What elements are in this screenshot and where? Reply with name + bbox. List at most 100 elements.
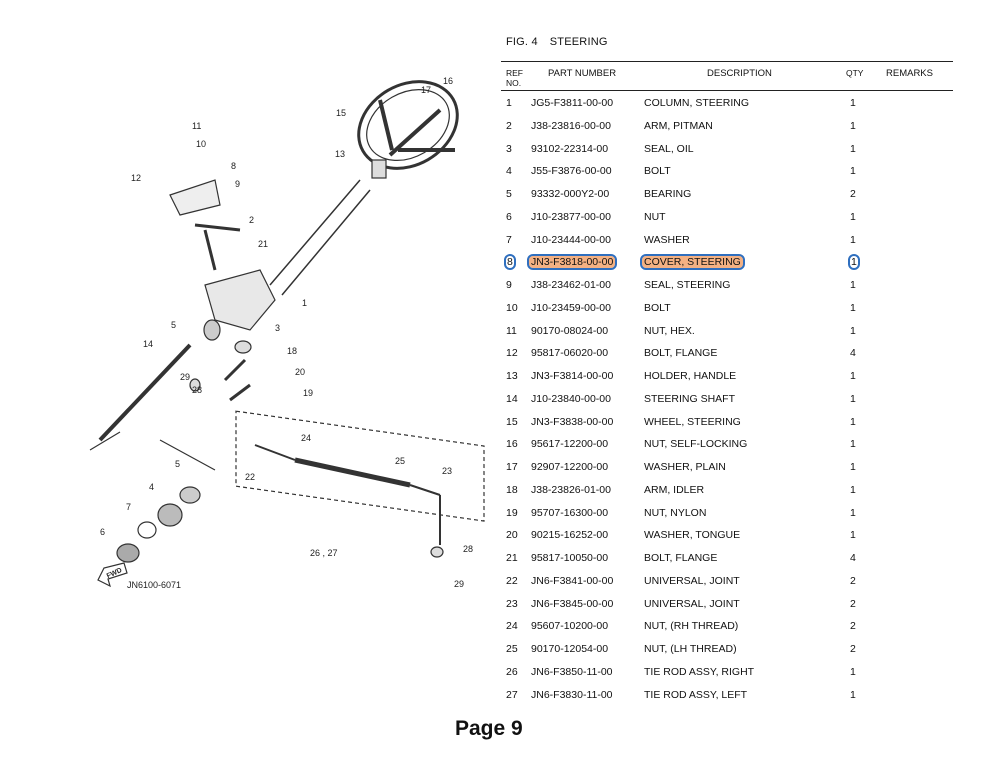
ref-cell: 7 <box>506 233 512 246</box>
qty-cell: 1 <box>850 97 856 109</box>
table-row: 12 95817-06020-00 BOLT, FLANGE 4 <box>0 347 1003 367</box>
steering-shaft <box>98 343 192 442</box>
part-number-cell: J38-23816-00-00 <box>531 119 611 132</box>
table-row: 4 J55-F3876-00-00 BOLT 1 <box>0 165 1003 185</box>
description-cell: ARM, IDLER <box>644 483 705 496</box>
table-row: 15 JN3-F3838-00-00 WHEEL, STEERING 1 <box>0 416 1003 436</box>
ref-cell: 14 <box>506 392 518 405</box>
part-number-cell: 90215-16252-00 <box>531 529 609 542</box>
qty-cell: 1 <box>850 688 856 701</box>
description-cell: BOLT <box>644 165 671 178</box>
part-number-cell: JN6-F3850-11-00 <box>531 665 613 678</box>
callout-label: 3 <box>275 323 280 333</box>
description-cell: NUT <box>644 210 666 223</box>
ref-cell: 20 <box>506 529 518 542</box>
table-row: 6 J10-23877-00-00 NUT 1 <box>0 211 1003 231</box>
ref-cell: 15 <box>506 415 518 428</box>
qty-cell: 1 <box>850 370 856 382</box>
callout-label: 1 <box>302 298 307 308</box>
callout-label: 5 <box>171 320 176 330</box>
qty-cell: 1 <box>850 529 856 542</box>
description-cell: BOLT <box>644 301 671 314</box>
ref-cell: 23 <box>506 597 518 610</box>
table-top-rule <box>501 61 953 62</box>
fwd-arrow-icon <box>97 562 128 588</box>
part-number-cell: JN6-F3845-00-00 <box>531 597 614 610</box>
description-cell: BOLT, FLANGE <box>644 347 718 360</box>
part-number-cell: JN3-F3838-00-00 <box>531 415 614 428</box>
part-number-cell: 93102-22314-00 <box>531 142 609 155</box>
callout-label: 4 <box>149 482 154 492</box>
description-cell: SEAL, STEERING <box>644 279 731 291</box>
ref-cell: 11 <box>506 324 517 337</box>
callout-label: 25 <box>395 456 405 466</box>
qty-cell: 1 <box>850 324 856 337</box>
table-row: 23 JN6-F3845-00-00 UNIVERSAL, JOINT 2 <box>0 598 1003 618</box>
ref-cell: 19 <box>506 506 518 519</box>
header-remarks: REMARKS <box>886 68 933 79</box>
qty-cell: 1 <box>848 254 860 271</box>
description-cell: WASHER, TONGUE <box>644 529 741 542</box>
part-number-cell: J10-23840-00-00 <box>531 392 611 405</box>
ref-cell: 5 <box>506 188 512 200</box>
callout-label: 28 <box>192 385 202 395</box>
part-number-cell: 92907-12200-00 <box>531 461 609 473</box>
ref-cell: 16 <box>506 438 518 451</box>
ref-cell: 21 <box>506 552 518 564</box>
steering-cover <box>169 179 221 216</box>
description-cell: WHEEL, STEERING <box>644 415 741 428</box>
callout-label: 5 <box>175 459 180 469</box>
part-number-cell: J38-23462-01-00 <box>531 279 611 291</box>
ref-cell: 10 <box>506 301 518 314</box>
callout-label: 21 <box>258 239 268 249</box>
callout-label: 6 <box>100 527 105 537</box>
qty-cell: 2 <box>850 643 856 655</box>
qty-cell: 1 <box>850 210 856 223</box>
diagram-code: JN6100-6071 <box>127 580 181 590</box>
part-number-cell: 95707-16300-00 <box>531 506 609 519</box>
qty-cell: 1 <box>850 279 856 291</box>
description-cell: NUT, (LH THREAD) <box>644 643 737 655</box>
description-cell: HOLDER, HANDLE <box>644 370 737 382</box>
description-cell: UNIVERSAL, JOINT <box>644 574 740 587</box>
qty-cell: 4 <box>850 347 856 360</box>
header-qty: QTY <box>846 68 864 78</box>
ref-cell: 24 <box>506 620 518 633</box>
description-cell: TIE ROD ASSY, RIGHT <box>644 665 755 678</box>
table-row: 20 90215-16252-00 WASHER, TONGUE 1 <box>0 529 1003 549</box>
ref-cell: 4 <box>506 165 512 178</box>
ref-cell: 8 <box>504 254 516 271</box>
callout-label: 19 <box>303 388 313 398</box>
description-cell: WASHER <box>644 233 690 246</box>
steering-column <box>269 179 371 296</box>
callout-label: 7 <box>126 502 131 512</box>
table-row: 8 JN3-F3818-00-00 COVER, STEERING 1 <box>0 254 1003 276</box>
header-description: DESCRIPTION <box>707 68 772 79</box>
steering-gearbox <box>204 269 276 331</box>
part-number-cell: 93332-000Y2-00 <box>531 188 610 200</box>
callout-label: 26 , 27 <box>310 548 338 558</box>
table-row: 25 90170-12054-00 NUT, (LH THREAD) 2 <box>0 643 1003 663</box>
ref-cell: 22 <box>506 574 518 587</box>
callout-label: 18 <box>287 346 297 356</box>
callout-label: 8 <box>231 161 236 171</box>
callout-label: 2 <box>249 215 254 225</box>
table-row: 27 JN6-F3830-11-00 TIE ROD ASSY, LEFT 1 <box>0 689 1003 709</box>
description-cell: STEERING SHAFT <box>644 392 736 405</box>
ref-cell: 26 <box>506 665 518 678</box>
callout-label: 29 <box>454 579 464 589</box>
table-row: 22 JN6-F3841-00-00 UNIVERSAL, JOINT 2 <box>0 575 1003 595</box>
callout-label: 24 <box>301 433 311 443</box>
description-cell: COLUMN, STEERING <box>644 97 750 109</box>
part-number-cell: 95617-12200-00 <box>531 438 609 451</box>
part-number-cell: 90170-08024-00 <box>531 324 609 337</box>
callout-label: 12 <box>131 173 141 183</box>
table-row: 24 95607-10200-00 NUT, (RH THREAD) 2 <box>0 620 1003 640</box>
callout-label: 23 <box>442 466 452 476</box>
description-cell: NUT, HEX. <box>644 324 695 337</box>
figure-number: FIG. 4 <box>506 36 538 48</box>
part-number-cell: JN3-F3814-00-00 <box>531 370 614 382</box>
table-row: 5 93332-000Y2-00 BEARING 2 <box>0 188 1003 208</box>
